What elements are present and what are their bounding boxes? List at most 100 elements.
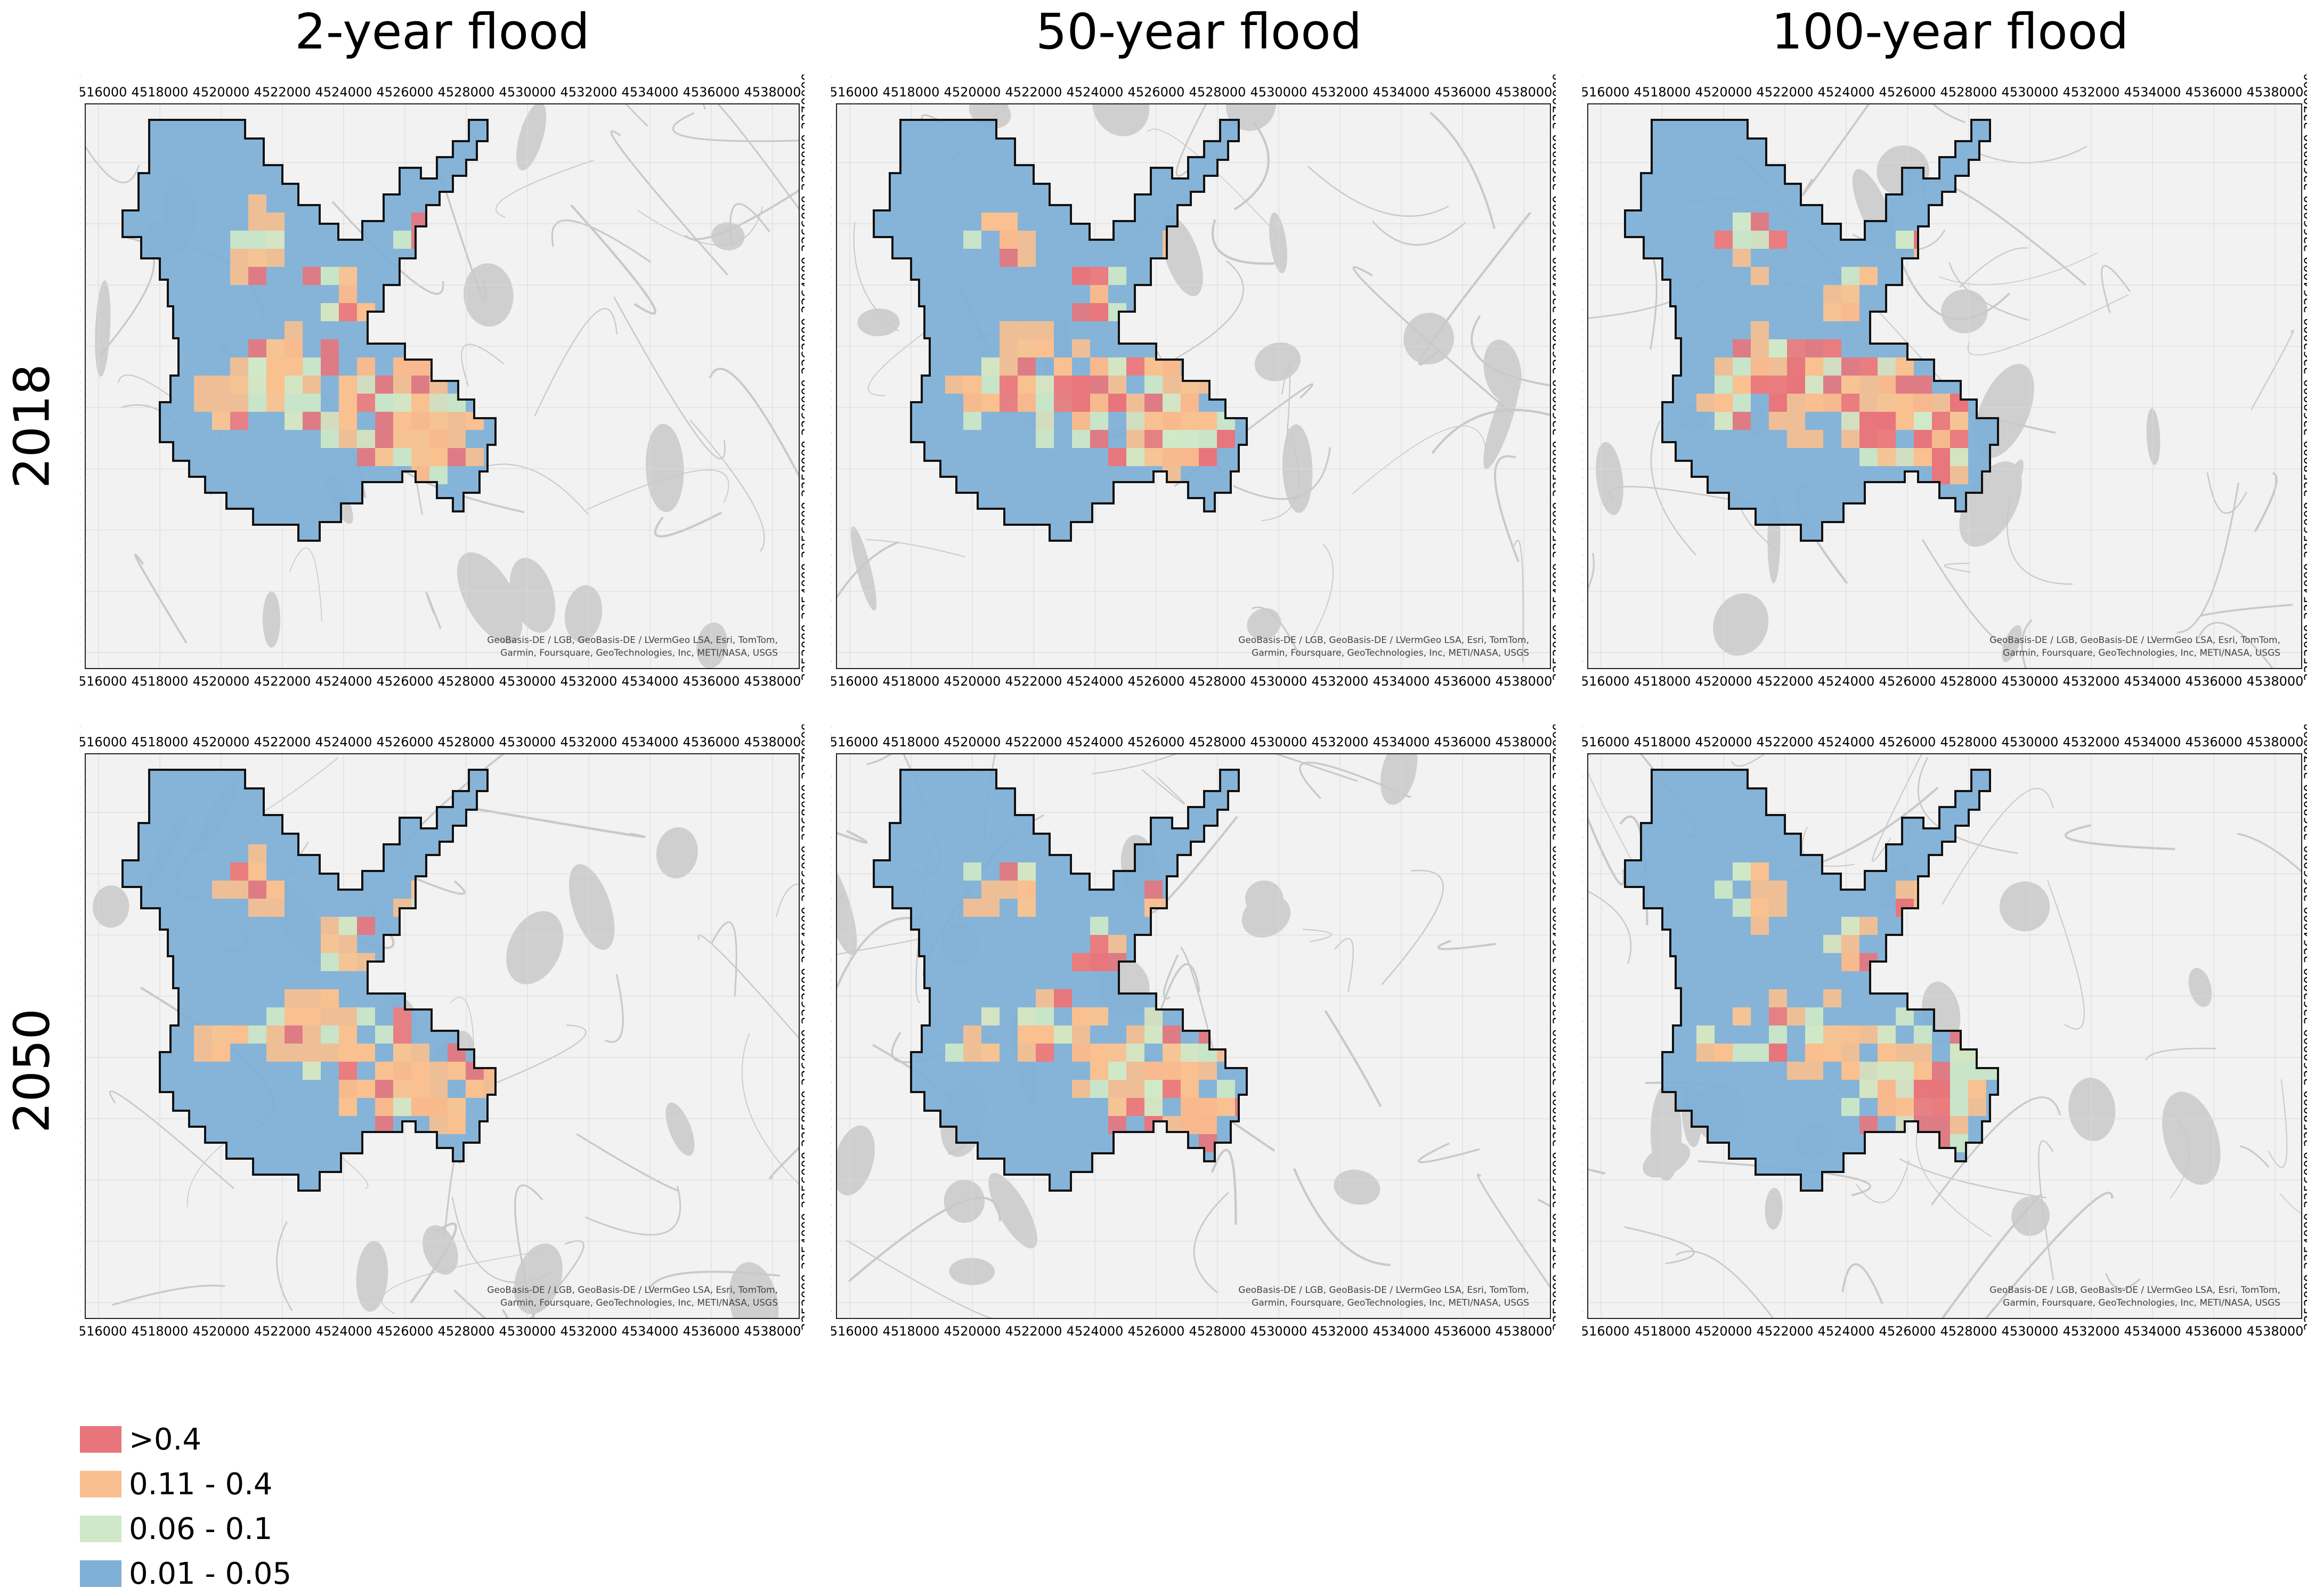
water-body [949, 1258, 995, 1285]
x-tick-label-top: 4518000 [1634, 85, 1691, 100]
attribution-line-2: Garmin, Foursquare, GeoTechnologies, Inc… [2003, 1298, 2280, 1308]
y-tick-label-left: 3270000 [1582, 75, 1586, 129]
map-panel-2050-2-year: 4516000 4516000 4518000 4518000 4520000 45200… [80, 724, 805, 1353]
risk-cell [1000, 394, 1018, 412]
y-tick-label-left: 3254000 [831, 1213, 834, 1270]
risk-cell [1054, 376, 1072, 394]
risk-cell [1199, 412, 1217, 430]
risk-cell [1950, 1080, 1968, 1098]
risk-cell [1787, 412, 1805, 430]
risk-cell [484, 1080, 496, 1098]
risk-cell [466, 448, 484, 466]
x-tick-label-top: 4520000 [944, 85, 1001, 100]
risk-cell [339, 917, 357, 935]
water-body [1161, 216, 1203, 297]
map-panel-2050-100-year: 4516000 4516000 4518000 4518000 4520000 45200… [1582, 724, 2307, 1353]
x-tick-label-bottom: 4536000 [683, 674, 740, 689]
risk-cell [393, 394, 411, 412]
x-tick-label-top: 4516000 [1582, 735, 1629, 750]
risk-cell [1733, 1044, 1751, 1062]
risk-cell [248, 881, 266, 899]
road [2237, 833, 2302, 874]
y-tick-label-left: 3256000 [831, 1152, 834, 1209]
x-tick-label-bottom: 4516000 [1582, 674, 1629, 689]
water-body [564, 585, 603, 642]
road [331, 201, 444, 295]
risk-cell [321, 357, 339, 376]
x-tick-label-bottom: 4518000 [132, 1324, 189, 1339]
risk-cell [1896, 231, 1914, 249]
y-tick-label-left: 3260000 [831, 1029, 834, 1086]
risk-cell [393, 430, 411, 448]
road [1371, 221, 1466, 246]
risk-cell [448, 1116, 466, 1134]
y-tick-label-right: 3262000 [1550, 968, 1556, 1025]
x-tick-label-top: 4532000 [1312, 85, 1369, 100]
x-tick-label-bottom: 4538000 [2247, 674, 2304, 689]
road [710, 921, 737, 997]
risk-cell [321, 339, 339, 357]
risk-cell [393, 231, 411, 249]
x-tick-label-top: 4516000 [80, 735, 127, 750]
y-tick-label-right: 3270000 [799, 75, 805, 129]
risk-cell [1859, 1080, 1878, 1098]
risk-cell [1878, 1080, 1896, 1098]
risk-cell [357, 917, 375, 935]
x-tick-label-top: 4528000 [1189, 85, 1246, 100]
x-tick-label-bottom: 4522000 [254, 674, 311, 689]
water-body [696, 622, 728, 669]
risk-cell [1018, 249, 1036, 267]
risk-cell [266, 231, 285, 249]
water-body [1650, 1085, 1682, 1181]
y-tick-label-left: 3262000 [80, 968, 83, 1025]
y-tick-label-left: 3264000 [80, 257, 83, 314]
x-tick-label-bottom: 4522000 [1757, 674, 1814, 689]
y-tick-label-right: 3256000 [2302, 1152, 2307, 1209]
road [585, 1186, 681, 1236]
road [1939, 253, 2098, 286]
y-tick-label-right: 3256000 [799, 1152, 805, 1209]
risk-cell [339, 935, 357, 953]
risk-cell [1144, 1025, 1163, 1044]
risk-cell [1000, 881, 1018, 899]
y-tick-label-left: 3270000 [831, 724, 834, 779]
risk-cell [1036, 1044, 1054, 1062]
road [109, 1090, 234, 1190]
risk-cell [230, 231, 248, 249]
risk-cell [1108, 1098, 1126, 1116]
risk-cell [339, 1080, 357, 1098]
risk-cell [1950, 448, 1968, 466]
risk-cell [1090, 267, 1108, 285]
risk-cell [1805, 1007, 1823, 1025]
risk-cell [1036, 1025, 1054, 1044]
x-tick-label-top: 4532000 [2063, 85, 2120, 100]
risk-cell [963, 376, 981, 394]
risk-cell [1859, 357, 1878, 376]
x-tick-label-bottom: 4524000 [315, 674, 372, 689]
risk-cell [1036, 321, 1054, 339]
risk-cell [1090, 430, 1108, 448]
risk-cell [1841, 1025, 1859, 1044]
risk-cell [357, 430, 375, 448]
risk-cell [1163, 430, 1181, 448]
map-frame [1587, 753, 2302, 1319]
risk-cell [1217, 430, 1235, 448]
water-body [1334, 1169, 1380, 1205]
x-tick-label-top: 4520000 [193, 85, 250, 100]
risk-cell [963, 231, 981, 249]
risk-cell [1805, 1044, 1823, 1062]
water-body [568, 864, 615, 950]
district-area [1625, 120, 1998, 541]
risk-cell [1018, 394, 1036, 412]
risk-cell [1751, 321, 1769, 339]
legend-item-high: >0.4 [80, 1417, 453, 1462]
x-tick-label-bottom: 4526000 [1128, 674, 1185, 689]
x-tick-label-top: 4520000 [1695, 735, 1752, 750]
x-tick-label-bottom: 4522000 [1005, 1324, 1062, 1339]
risk-cell [1841, 376, 1859, 394]
risk-cell [212, 412, 230, 430]
risk-cell [1018, 862, 1036, 881]
risk-cell [1108, 357, 1126, 376]
y-tick-label-left: 3258000 [1582, 441, 1586, 498]
x-tick-label-bottom: 4528000 [1940, 1324, 1997, 1339]
